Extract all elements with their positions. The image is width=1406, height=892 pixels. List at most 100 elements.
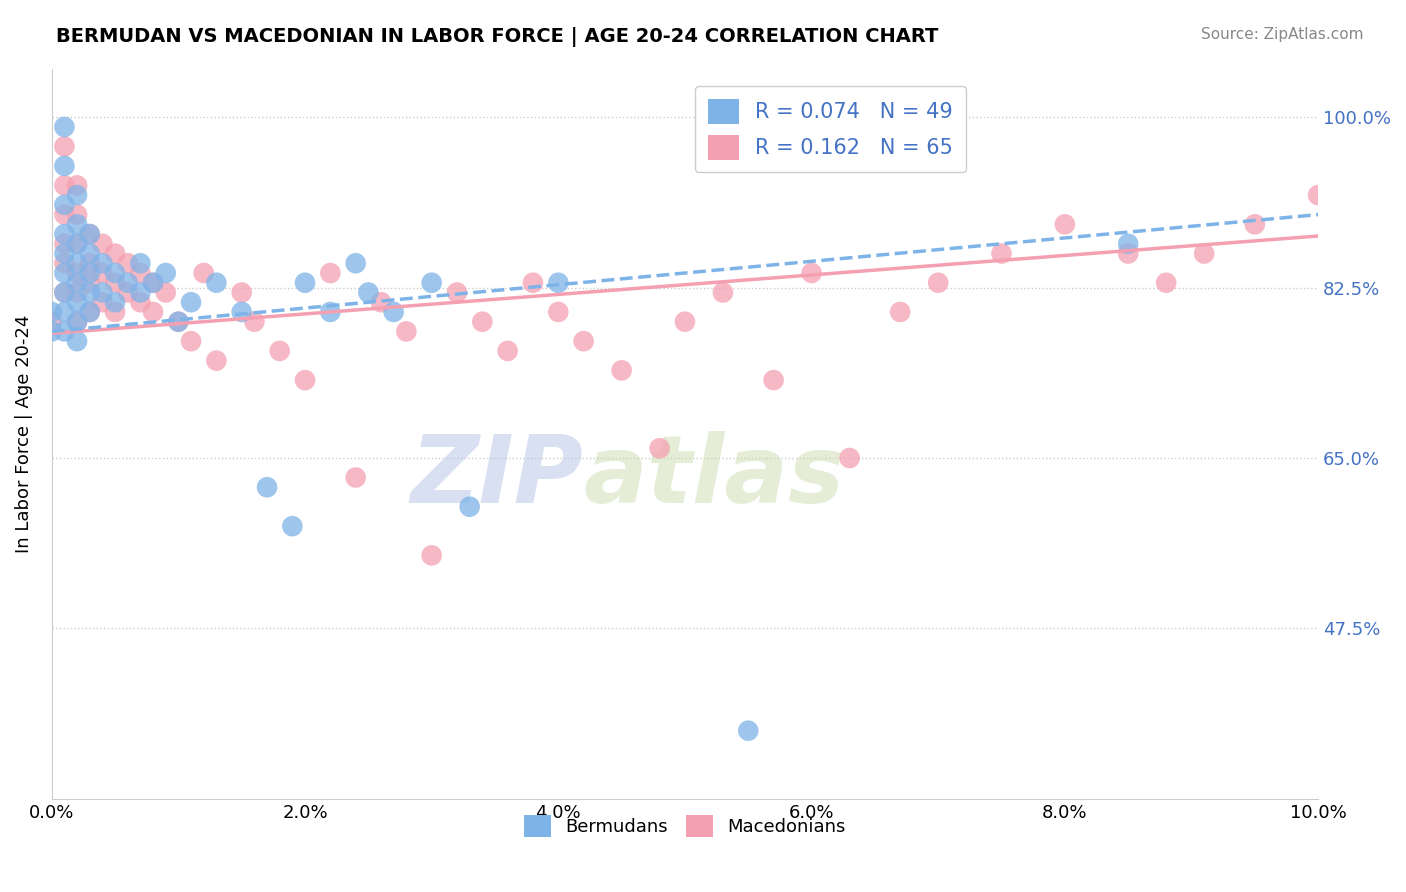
Point	[79, 276, 101, 290]
Point	[129, 266, 152, 280]
Point	[471, 315, 494, 329]
Point	[79, 227, 101, 241]
Point	[117, 276, 139, 290]
Text: BERMUDAN VS MACEDONIAN IN LABOR FORCE | AGE 20-24 CORRELATION CHART: BERMUDAN VS MACEDONIAN IN LABOR FORCE | …	[56, 27, 939, 46]
Point	[53, 227, 76, 241]
Point	[91, 295, 114, 310]
Point	[142, 276, 165, 290]
Point	[762, 373, 785, 387]
Point	[66, 208, 89, 222]
Point	[53, 285, 76, 300]
Point	[193, 266, 215, 280]
Point	[91, 266, 114, 280]
Legend: Bermudans, Macedonians: Bermudans, Macedonians	[516, 808, 853, 845]
Point	[167, 315, 190, 329]
Point	[927, 276, 949, 290]
Point	[547, 276, 569, 290]
Point	[1116, 236, 1139, 251]
Point	[53, 236, 76, 251]
Point	[1053, 217, 1076, 231]
Point	[66, 217, 89, 231]
Point	[66, 315, 89, 329]
Text: ZIP: ZIP	[411, 432, 583, 524]
Point	[838, 450, 860, 465]
Point	[117, 285, 139, 300]
Point	[673, 315, 696, 329]
Point	[1192, 246, 1215, 260]
Point	[129, 285, 152, 300]
Point	[800, 266, 823, 280]
Text: Source: ZipAtlas.com: Source: ZipAtlas.com	[1201, 27, 1364, 42]
Point	[180, 334, 202, 348]
Point	[53, 139, 76, 153]
Point	[711, 285, 734, 300]
Point	[420, 549, 443, 563]
Point	[66, 334, 89, 348]
Point	[167, 315, 190, 329]
Point	[458, 500, 481, 514]
Point	[496, 343, 519, 358]
Point	[344, 256, 367, 270]
Point	[53, 256, 76, 270]
Point	[990, 246, 1012, 260]
Point	[91, 285, 114, 300]
Point	[41, 305, 63, 319]
Text: atlas: atlas	[583, 432, 845, 524]
Point	[395, 325, 418, 339]
Point	[66, 295, 89, 310]
Point	[243, 315, 266, 329]
Point	[66, 276, 89, 290]
Point	[522, 276, 544, 290]
Point	[53, 159, 76, 173]
Y-axis label: In Labor Force | Age 20-24: In Labor Force | Age 20-24	[15, 315, 32, 553]
Point	[79, 227, 101, 241]
Point	[53, 120, 76, 134]
Point	[889, 305, 911, 319]
Point	[231, 305, 253, 319]
Point	[104, 266, 127, 280]
Point	[79, 266, 101, 280]
Point	[205, 276, 228, 290]
Point	[66, 188, 89, 202]
Point	[53, 178, 76, 193]
Point	[66, 236, 89, 251]
Point	[1308, 188, 1330, 202]
Point	[180, 295, 202, 310]
Point	[66, 285, 89, 300]
Point	[1243, 217, 1265, 231]
Point	[104, 305, 127, 319]
Point	[66, 266, 89, 280]
Point	[547, 305, 569, 319]
Point	[53, 325, 76, 339]
Point	[370, 295, 392, 310]
Point	[155, 285, 177, 300]
Point	[294, 276, 316, 290]
Point	[79, 285, 101, 300]
Point	[66, 236, 89, 251]
Point	[319, 266, 342, 280]
Point	[205, 353, 228, 368]
Point	[319, 305, 342, 319]
Point	[142, 305, 165, 319]
Point	[737, 723, 759, 738]
Point	[79, 256, 101, 270]
Point	[53, 266, 76, 280]
Point	[129, 295, 152, 310]
Point	[357, 285, 380, 300]
Point	[53, 246, 76, 260]
Point	[91, 256, 114, 270]
Point	[572, 334, 595, 348]
Point	[66, 256, 89, 270]
Point	[129, 256, 152, 270]
Point	[53, 285, 76, 300]
Point	[91, 236, 114, 251]
Point	[382, 305, 405, 319]
Point	[53, 208, 76, 222]
Point	[53, 305, 76, 319]
Point	[231, 285, 253, 300]
Point	[344, 470, 367, 484]
Point	[117, 256, 139, 270]
Point	[420, 276, 443, 290]
Point	[610, 363, 633, 377]
Point	[66, 315, 89, 329]
